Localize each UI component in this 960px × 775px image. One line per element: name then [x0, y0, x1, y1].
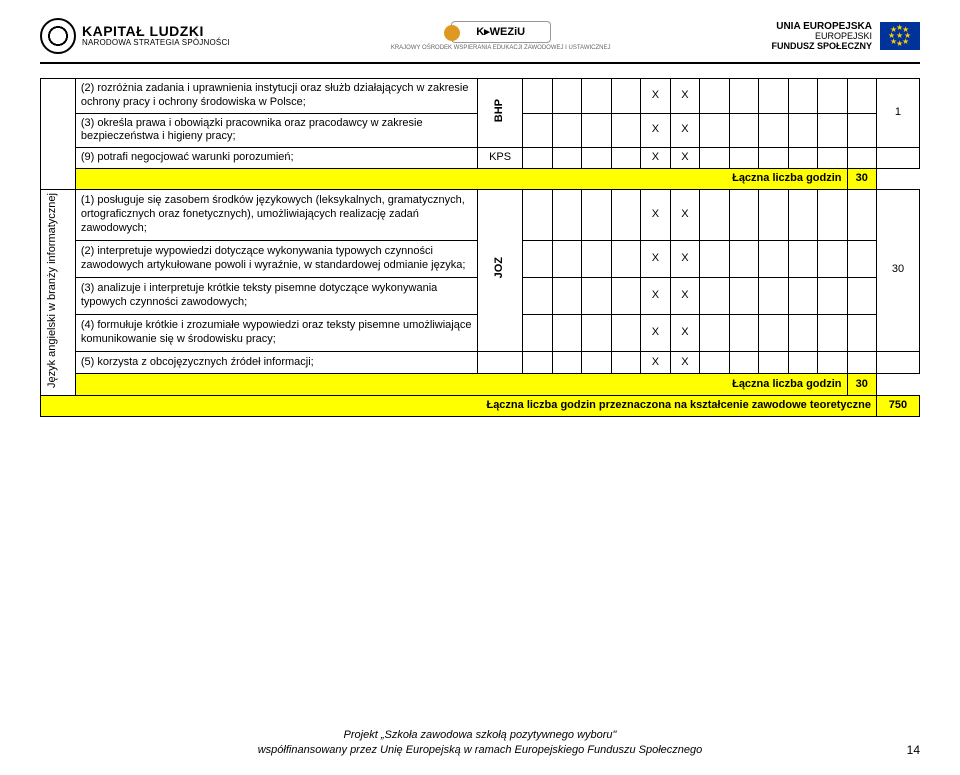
grand-total-value: 750	[876, 396, 919, 417]
table-row: (2) rozróżnia zadania i uprawnienia inst…	[41, 79, 920, 114]
cell-text: (4) formułuje krótkie i zrozumiałe wypow…	[75, 314, 477, 351]
hours-value: 30	[876, 189, 919, 351]
x-mark: X	[670, 148, 699, 169]
x-mark: X	[670, 241, 699, 278]
cell-text: (2) rozróżnia zadania i uprawnienia inst…	[75, 79, 477, 114]
table-row-total: Łączna liczba godzin 30	[41, 168, 920, 189]
footer-line2: współfinansowany przez Unię Europejską w…	[0, 743, 960, 757]
grand-total-label: Łączna liczba godzin przeznaczona na ksz…	[41, 396, 877, 417]
table-row-grand-total: Łączna liczba godzin przeznaczona na ksz…	[41, 396, 920, 417]
page-footer: Projekt „Szkoła zawodowa szkołą pozytywn…	[0, 728, 960, 757]
cell-text: (5) korzysta z obcojęzycznych źródeł inf…	[75, 351, 477, 373]
logo-koweziu: K▸WEZiU KRAJOWY OŚRODEK WSPIERANIA EDUKA…	[391, 21, 611, 52]
x-mark: X	[670, 278, 699, 315]
koweziu-badge: K▸WEZiU	[451, 21, 551, 43]
table-row: (9) potrafi negocjować warunki porozumie…	[41, 148, 920, 169]
total-value: 30	[847, 168, 876, 189]
cell-text: (9) potrafi negocjować warunki porozumie…	[75, 148, 477, 169]
kl-star-icon	[40, 18, 76, 54]
page-header: KAPITAŁ LUDZKI NARODOWA STRATEGIA SPÓJNO…	[40, 18, 920, 64]
subject-vertical-label: Język angielski w branży informatycznej	[46, 193, 60, 388]
cell-text: (3) określa prawa i obowiązki pracownika…	[75, 113, 477, 148]
x-mark: X	[641, 351, 670, 373]
total-label: Łączna liczba godzin	[75, 168, 847, 189]
eu-flag-icon	[880, 22, 920, 50]
code-kps: KPS	[477, 148, 523, 169]
logo-eu: UNIA EUROPEJSKA EUROPEJSKI FUNDUSZ SPOŁE…	[771, 21, 920, 52]
x-mark: X	[670, 189, 699, 241]
footer-line1: Projekt „Szkoła zawodowa szkołą pozytywn…	[0, 728, 960, 742]
table-row-total: Łączna liczba godzin 30	[41, 374, 920, 396]
cell-text: (2) interpretuje wypowiedzi dotyczące wy…	[75, 241, 477, 278]
x-mark: X	[641, 189, 670, 241]
cell-text: (1) posługuje się zasobem środków języko…	[75, 189, 477, 241]
table-row: Język angielski w branży informatycznej …	[41, 189, 920, 241]
x-mark: X	[670, 79, 699, 114]
x-mark: X	[670, 351, 699, 373]
eu-line1: UNIA EUROPEJSKA	[771, 21, 872, 32]
curriculum-table: (2) rozróżnia zadania i uprawnienia inst…	[40, 78, 920, 417]
x-mark: X	[641, 113, 670, 148]
x-mark: X	[670, 113, 699, 148]
kl-title: KAPITAŁ LUDZKI	[82, 24, 230, 39]
x-mark: X	[641, 314, 670, 351]
logo-kapital-ludzki: KAPITAŁ LUDZKI NARODOWA STRATEGIA SPÓJNO…	[40, 18, 230, 54]
x-mark: X	[641, 241, 670, 278]
kl-subtitle: NARODOWA STRATEGIA SPÓJNOŚCI	[82, 39, 230, 47]
table-row: (5) korzysta z obcojęzycznych źródeł inf…	[41, 351, 920, 373]
code-joz: JOZ	[493, 257, 507, 278]
x-mark: X	[641, 278, 670, 315]
page-number: 14	[907, 743, 920, 757]
koweziu-subtitle: KRAJOWY OŚRODEK WSPIERANIA EDUKACJI ZAWO…	[391, 45, 611, 52]
total-value: 30	[847, 374, 876, 396]
eu-line3: FUNDUSZ SPOŁECZNY	[771, 42, 872, 52]
x-mark: X	[641, 79, 670, 114]
x-mark: X	[641, 148, 670, 169]
x-mark: X	[670, 314, 699, 351]
cell-text: (3) analizuje i interpretuje krótkie tek…	[75, 278, 477, 315]
code-bhp: BHP	[493, 99, 507, 122]
total-label: Łączna liczba godzin	[75, 374, 847, 396]
hours-value: 1	[876, 79, 919, 148]
